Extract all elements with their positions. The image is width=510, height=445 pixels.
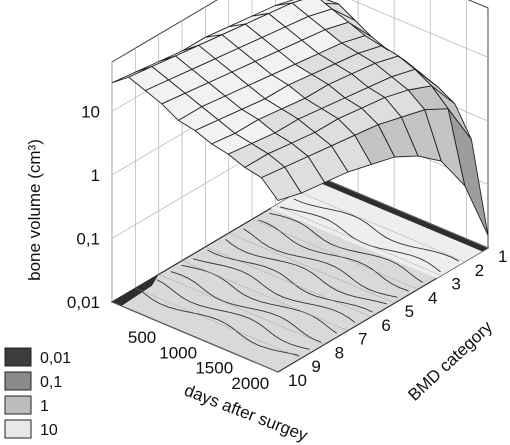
floor-gridline [321, 177, 489, 249]
contour-line [170, 271, 322, 343]
legend-label: 1 [40, 398, 49, 415]
z-tick-labels: 0,01 0,1 1 10 [67, 102, 100, 312]
floor-band-low-corner [112, 274, 159, 306]
legend-swatch [4, 371, 32, 391]
x-tick-label: 500 [128, 328, 156, 347]
contour-line [156, 279, 310, 350]
floor-gridline [205, 246, 372, 318]
surface-mesh [111, 0, 489, 236]
y-tick-label: 8 [335, 343, 344, 362]
x-tick-label: 2000 [231, 374, 269, 393]
floor-gridline [275, 205, 442, 276]
floor-gridline [135, 288, 302, 359]
z-tick-label: 1 [91, 166, 100, 185]
legend-label: 10 [40, 422, 58, 439]
contour-line [243, 228, 398, 298]
contour-line [225, 239, 387, 305]
x-tick-label: 1000 [159, 343, 197, 362]
z-axis-title: bone volume (cm³) [25, 139, 44, 281]
floor-gridline [251, 219, 419, 290]
legend-label: 0,01 [40, 350, 71, 367]
y-tick-label: 9 [311, 357, 320, 376]
contour-floor [110, 177, 490, 373]
contour-line [192, 258, 356, 323]
z-tick-label: 10 [81, 102, 100, 121]
contour-line [207, 249, 373, 313]
legend-swatch [4, 419, 32, 439]
floor-band-low-back [316, 178, 488, 252]
y-tick-label: 2 [475, 261, 484, 280]
legend-swatch [4, 395, 32, 415]
legend-label: 0,1 [40, 374, 62, 391]
y-tick-label: 10 [288, 371, 307, 390]
z-tick-label: 0,01 [67, 293, 100, 312]
y-axis-title: BMD category [404, 317, 496, 405]
contour-line [269, 212, 424, 283]
floor-gridline [298, 191, 465, 262]
z-gridline-back [350, 0, 489, 58]
floor-gridline [158, 274, 325, 345]
y-tick-label: 5 [405, 302, 414, 321]
surface-cell [111, 66, 153, 84]
y-tick-label: 4 [428, 288, 437, 307]
floor-gridline [181, 260, 349, 331]
y-tick-label: 1 [498, 247, 507, 266]
x-tick-label: 1500 [195, 359, 233, 378]
contour-line [139, 289, 300, 356]
y-tick-label: 3 [451, 275, 460, 294]
z-tick-label: 0,1 [76, 229, 100, 248]
y-tick-label: 7 [358, 330, 367, 349]
floor-gridline [111, 301, 279, 373]
contour-line [293, 198, 460, 262]
legend-swatch [4, 347, 32, 367]
y-tick-label: 6 [381, 316, 390, 335]
legend: 0,01 0,1 1 10 [4, 347, 71, 439]
contour-line [258, 219, 409, 292]
floor-gridline [228, 232, 395, 304]
